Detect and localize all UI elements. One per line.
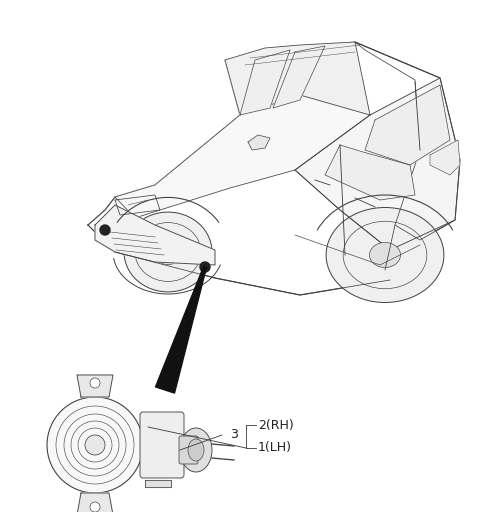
- Polygon shape: [88, 42, 460, 295]
- Polygon shape: [156, 267, 206, 393]
- Polygon shape: [295, 78, 460, 250]
- Text: 2(RH): 2(RH): [258, 418, 294, 432]
- Polygon shape: [95, 205, 215, 265]
- Circle shape: [200, 262, 210, 272]
- Polygon shape: [145, 480, 171, 487]
- Polygon shape: [273, 46, 325, 108]
- Polygon shape: [77, 375, 113, 397]
- Polygon shape: [430, 140, 460, 175]
- Polygon shape: [240, 50, 290, 115]
- Ellipse shape: [180, 428, 212, 472]
- Polygon shape: [77, 493, 113, 512]
- Circle shape: [47, 397, 143, 493]
- Polygon shape: [115, 95, 370, 218]
- Circle shape: [100, 225, 110, 235]
- Circle shape: [90, 378, 100, 388]
- Ellipse shape: [370, 243, 400, 267]
- Ellipse shape: [124, 212, 212, 292]
- Circle shape: [90, 502, 100, 512]
- Circle shape: [85, 435, 105, 455]
- FancyBboxPatch shape: [179, 436, 198, 464]
- Polygon shape: [365, 85, 450, 165]
- Text: 1(LH): 1(LH): [258, 441, 292, 455]
- Ellipse shape: [154, 240, 182, 265]
- Polygon shape: [248, 135, 270, 150]
- Text: 3: 3: [230, 429, 238, 441]
- Polygon shape: [325, 145, 415, 200]
- FancyBboxPatch shape: [140, 412, 184, 478]
- Polygon shape: [225, 42, 370, 115]
- Ellipse shape: [326, 207, 444, 303]
- Ellipse shape: [188, 439, 204, 461]
